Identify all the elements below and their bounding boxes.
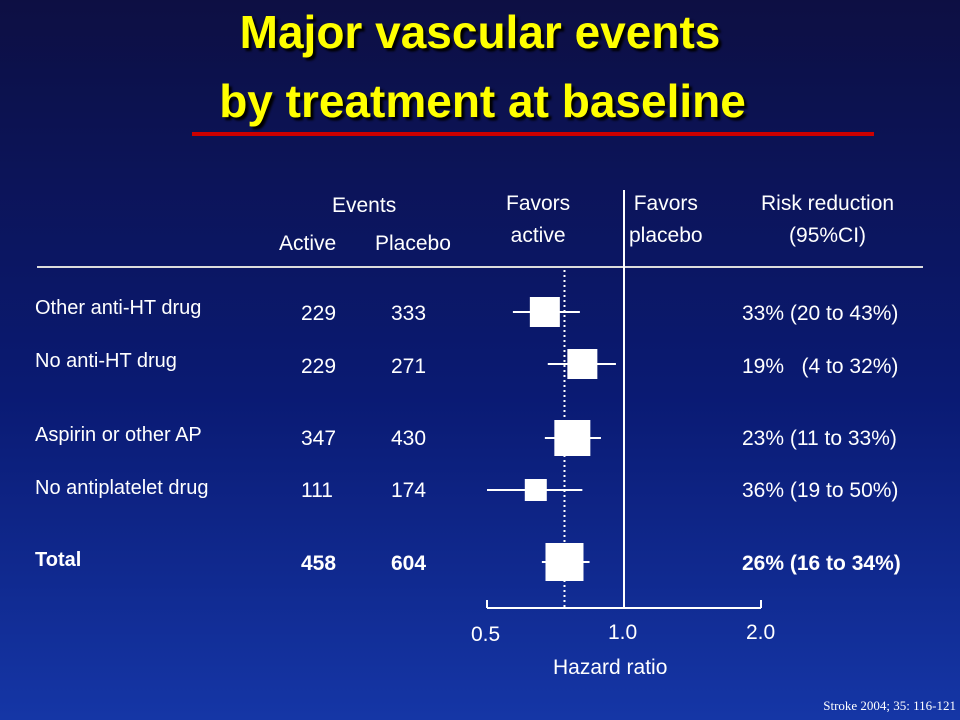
hr-marker-row-4 xyxy=(545,543,584,581)
placebo-count-total: 604 xyxy=(391,552,427,575)
row-label-no-antiplatelet: No antiplatelet drug xyxy=(35,477,209,499)
active-count-total: 458 xyxy=(301,552,337,575)
favors-placebo-line-2: placebo xyxy=(629,223,703,247)
risk-reduction-no-anti-ht: 19% (4 to 32%) xyxy=(742,355,899,378)
risk-reduction-aspirin: 23% (11 to 33%) xyxy=(742,427,897,450)
risk-reduction-no-antiplatelet: 36% (19 to 50%) xyxy=(742,479,899,502)
citation: Stroke 2004; 35: 116-121 xyxy=(823,698,956,713)
hr-marker-row-3 xyxy=(524,479,547,501)
row-label-aspirin: Aspirin or other AP xyxy=(35,424,202,446)
header-divider xyxy=(37,266,923,268)
risk-reduction-header: Risk reduction (95%CI) xyxy=(761,188,894,251)
favors-placebo-line-1: Favors xyxy=(633,192,698,215)
row-label-other-anti-ht: Other anti-HT drug xyxy=(35,297,202,319)
placebo-count-no-antiplatelet: 174 xyxy=(391,479,427,502)
row-label-total: Total xyxy=(35,549,82,571)
active-count-aspirin: 347 xyxy=(301,427,337,450)
chart-title-line-2: by treatment at baseline xyxy=(219,75,746,127)
favors-placebo-header: Favors placebo xyxy=(629,188,703,251)
row-label-no-anti-ht: No anti-HT drug xyxy=(35,350,177,372)
x-tick-label-0.5: 0.5 xyxy=(471,623,501,646)
risk-reduction-other-anti-ht: 33% (20 to 43%) xyxy=(742,302,899,325)
active-header: Active xyxy=(279,232,337,255)
events-header: Events xyxy=(332,194,397,217)
hr-marker-row-2 xyxy=(554,420,591,456)
active-count-other-anti-ht: 229 xyxy=(301,302,337,325)
risk-reduction-line-2: (95%CI) xyxy=(789,223,867,247)
favors-active-header: Favors active xyxy=(506,188,570,251)
placebo-count-no-anti-ht: 271 xyxy=(391,355,427,378)
placebo-count-other-anti-ht: 333 xyxy=(391,302,427,325)
title-underline xyxy=(192,132,874,136)
active-count-no-anti-ht: 229 xyxy=(301,355,337,378)
placebo-header: Placebo xyxy=(375,232,451,255)
risk-reduction-line-1: Risk reduction xyxy=(761,192,895,215)
favors-active-line-2: active xyxy=(510,223,566,247)
hr-marker-row-1 xyxy=(567,349,598,379)
chart-title-line-1: Major vascular events xyxy=(239,6,721,58)
risk-reduction-total: 26% (16 to 34%) xyxy=(742,552,901,575)
x-axis-title: Hazard ratio xyxy=(553,656,668,679)
favors-active-line-1: Favors xyxy=(506,192,571,215)
active-count-no-antiplatelet: 111 xyxy=(301,479,333,502)
x-tick-label-2.0: 2.0 xyxy=(746,621,776,644)
x-tick-label-1.0: 1.0 xyxy=(608,621,638,644)
hr-marker-row-0 xyxy=(529,297,560,327)
placebo-count-aspirin: 430 xyxy=(391,427,427,450)
